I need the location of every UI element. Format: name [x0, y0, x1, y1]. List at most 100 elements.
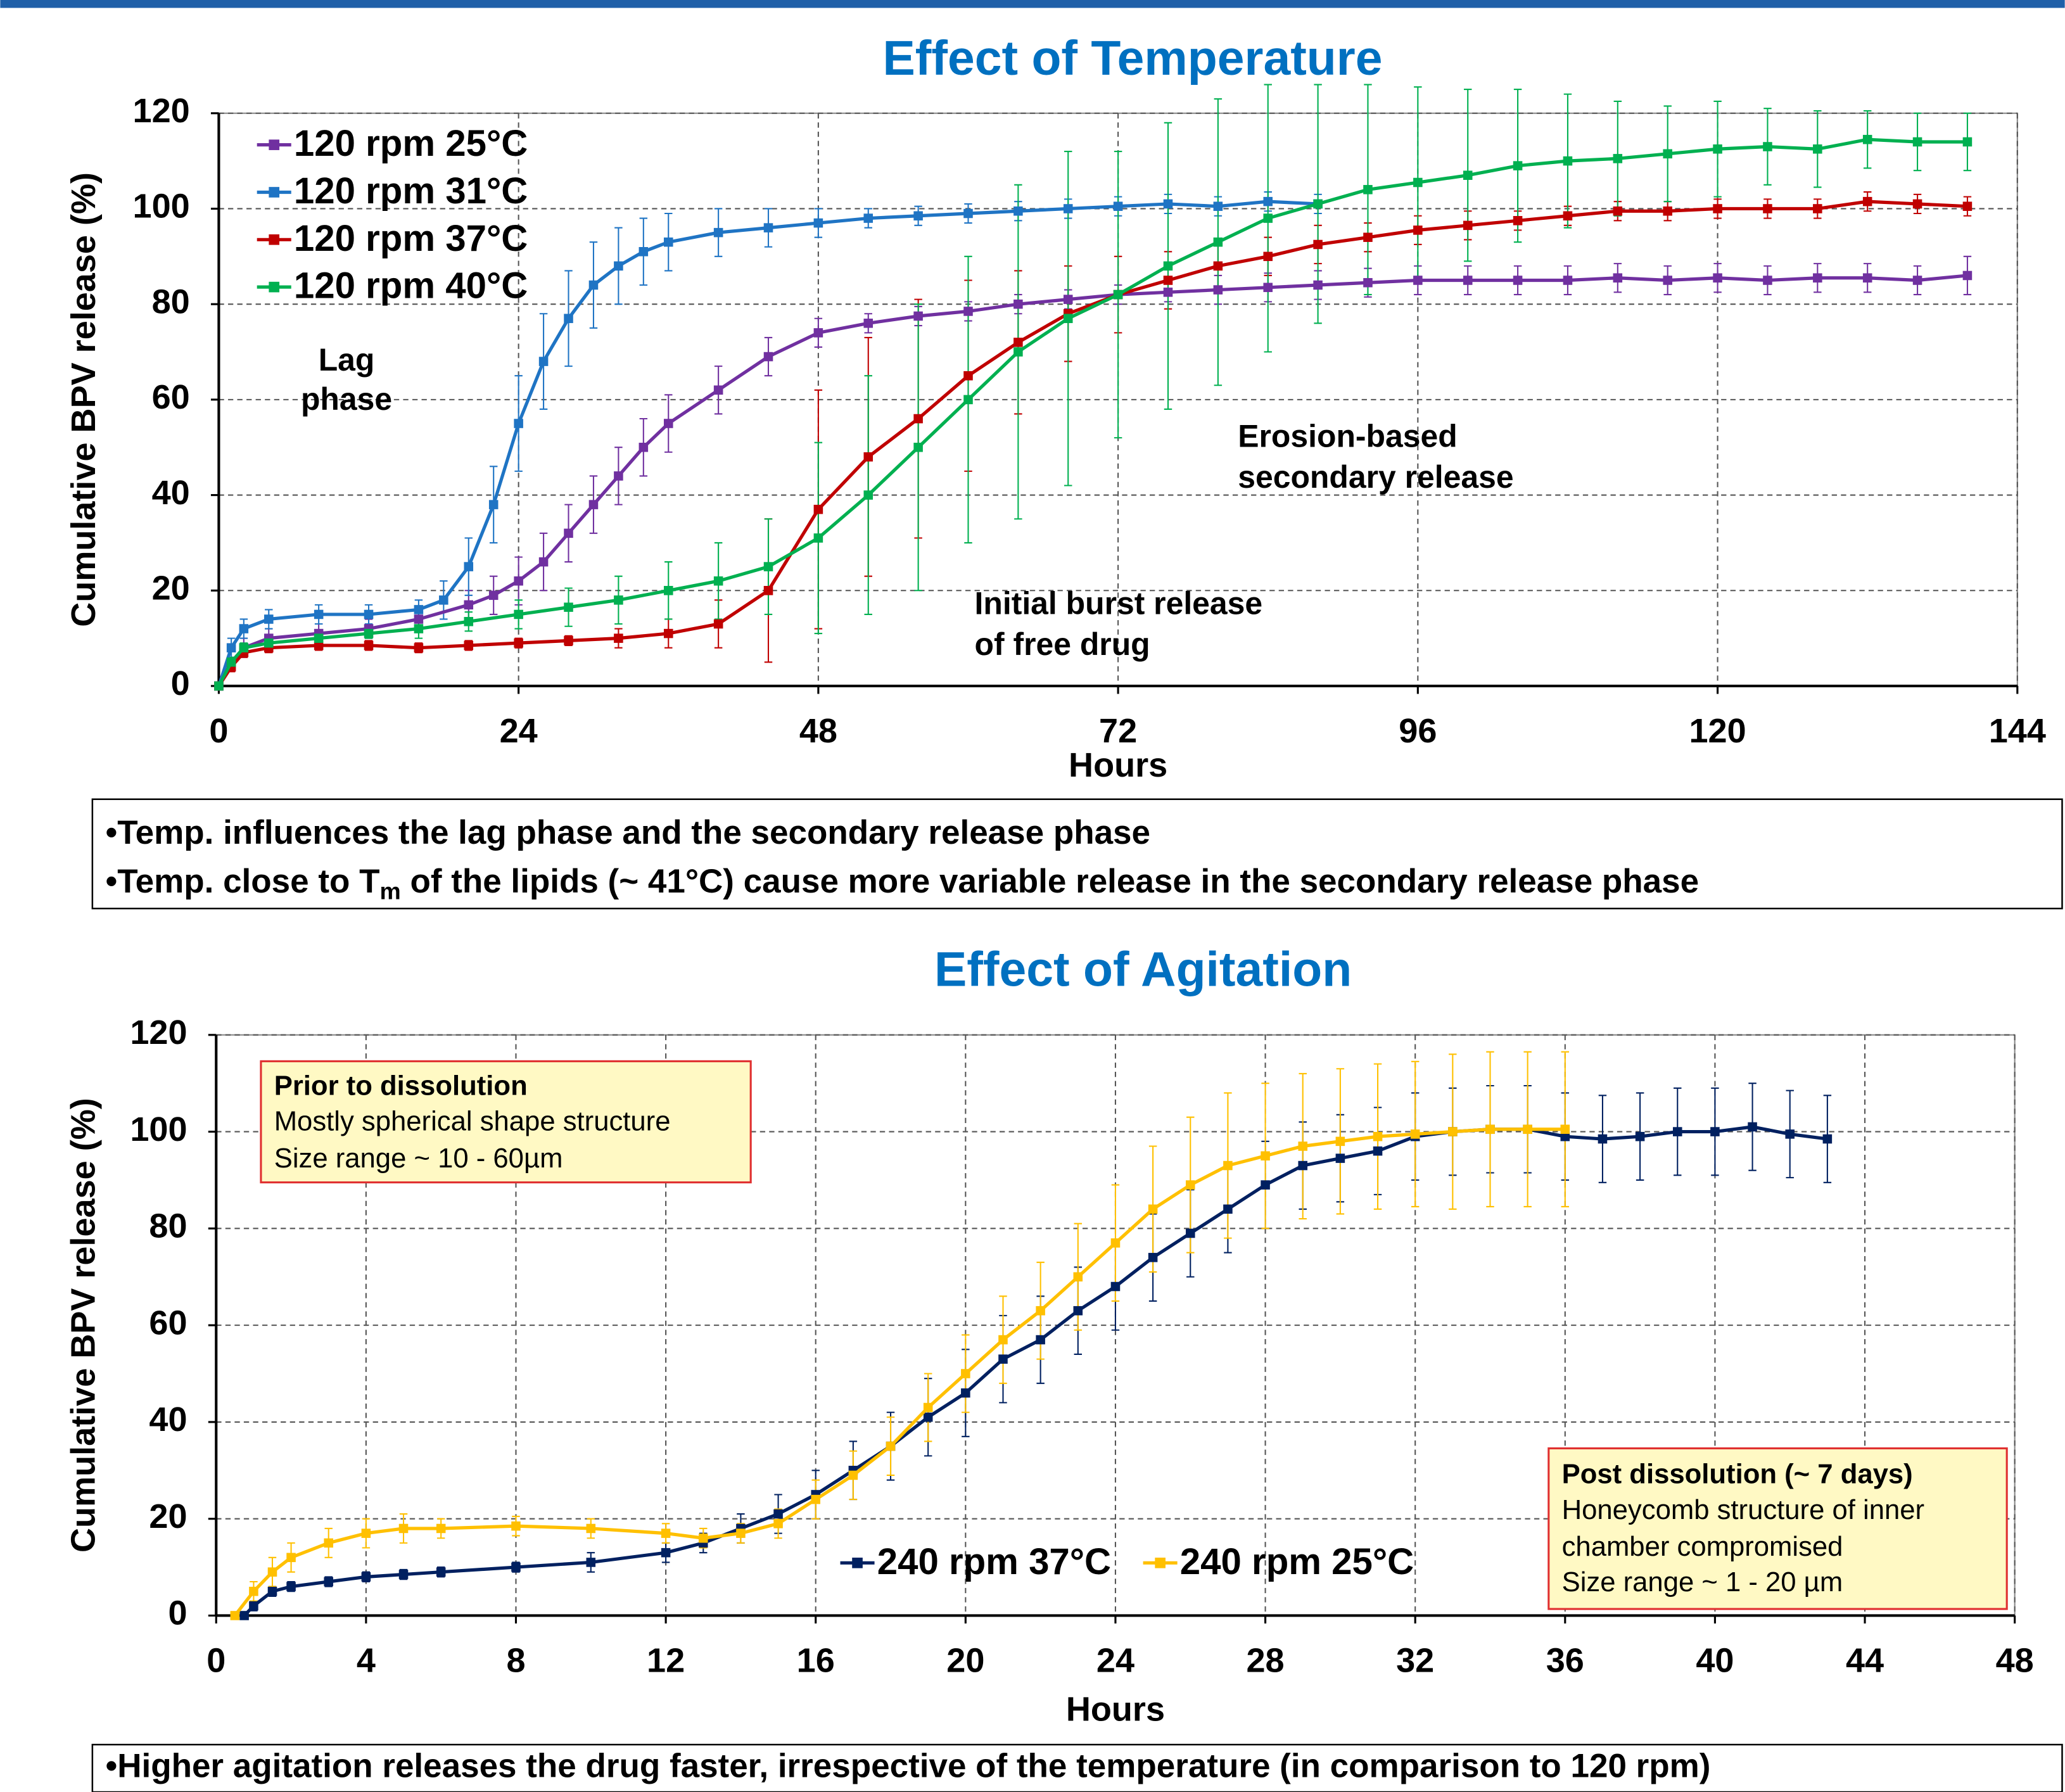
data-point — [414, 643, 424, 652]
annotation: Initial burst release — [975, 585, 1263, 621]
x-tick-label: 24 — [1096, 1642, 1134, 1680]
data-point — [324, 1577, 333, 1587]
note-segment: of the lipids (~ 41°C) cause more variab… — [401, 863, 1699, 900]
data-point — [267, 1586, 277, 1596]
data-point — [713, 385, 723, 395]
data-point — [1748, 1122, 1757, 1132]
data-point — [1063, 204, 1073, 213]
data-point — [514, 638, 523, 648]
note-box — [91, 798, 2063, 910]
y-tick-label: 60 — [152, 378, 190, 416]
data-point — [586, 1523, 596, 1534]
annotation-box — [260, 1060, 752, 1184]
data-point — [314, 609, 324, 620]
note-segment: •Temp. close to T — [106, 863, 380, 900]
y-axis-label: Cumulative BPV release (%) — [65, 1098, 103, 1553]
data-point — [1912, 276, 1922, 285]
data-point — [1785, 1129, 1795, 1139]
x-tick-label: 120 — [1689, 712, 1746, 750]
data-point — [639, 247, 649, 257]
series-line — [217, 274, 1968, 687]
data-point — [1113, 201, 1123, 211]
data-point — [1213, 237, 1223, 247]
data-point — [736, 1528, 746, 1538]
data-point — [239, 643, 249, 652]
data-point — [361, 1572, 371, 1582]
data-point — [464, 640, 474, 651]
annotation-box — [1547, 1447, 2008, 1610]
data-point — [239, 1611, 249, 1620]
data-point — [1013, 299, 1023, 309]
data-point — [1672, 1127, 1682, 1136]
data-point — [863, 319, 874, 328]
x-tick-label: 72 — [1099, 712, 1137, 750]
data-point — [398, 1523, 409, 1534]
data-point — [913, 211, 923, 221]
annotation: Prior to dissolution — [274, 1070, 528, 1101]
data-point — [1410, 1129, 1420, 1139]
data-point — [361, 1528, 371, 1538]
data-point — [663, 628, 673, 639]
data-point — [1313, 280, 1323, 290]
legend-label: 240 rpm 37°C — [877, 1541, 1111, 1582]
chart-title: Effect of Agitation — [934, 942, 1352, 996]
series-line — [243, 1125, 1828, 1617]
legend-label: 120 rpm 25°C — [294, 123, 528, 164]
data-point — [863, 452, 874, 462]
data-point — [436, 1567, 446, 1577]
x-axis-label: Hours — [1069, 746, 1167, 784]
data-point — [286, 1553, 296, 1563]
data-point — [1513, 161, 1523, 170]
data-point — [1413, 226, 1423, 235]
data-point — [464, 562, 474, 571]
data-point — [324, 1538, 333, 1548]
data-point — [1163, 276, 1173, 285]
data-point — [511, 1562, 521, 1572]
data-point — [1363, 277, 1373, 288]
data-point — [773, 1509, 783, 1519]
data-point — [264, 614, 274, 624]
data-point — [1298, 1141, 1307, 1151]
x-tick-label: 28 — [1247, 1642, 1285, 1680]
data-point — [1560, 1124, 1570, 1134]
data-point — [1185, 1228, 1195, 1238]
y-tick-label: 80 — [149, 1207, 187, 1245]
x-tick-label: 8 — [506, 1642, 525, 1680]
note-box — [91, 1743, 2063, 1792]
annotation: Size range ~ 10 - 60µm — [274, 1143, 563, 1174]
y-tick-label: 80 — [152, 283, 190, 321]
data-point — [1223, 1204, 1233, 1214]
data-point — [264, 638, 274, 648]
data-point — [230, 1611, 240, 1620]
data-point — [1263, 213, 1273, 223]
data-point — [1663, 149, 1672, 159]
data-point — [1163, 199, 1173, 209]
data-point — [1563, 276, 1573, 285]
data-point — [661, 1528, 671, 1538]
note-subscript: m — [379, 877, 400, 904]
data-point — [1223, 1160, 1233, 1171]
data-point — [1110, 1238, 1121, 1248]
y-axis-label: Cumulative BPV release (%) — [65, 172, 103, 627]
y-tick-label: 20 — [152, 569, 190, 607]
data-point — [661, 1547, 671, 1558]
x-tick-label: 0 — [206, 1642, 226, 1680]
y-tick-label: 0 — [171, 664, 190, 702]
data-point — [863, 213, 874, 223]
data-point — [614, 261, 623, 271]
data-point — [239, 624, 249, 633]
data-point — [1513, 276, 1523, 285]
data-point — [586, 1558, 596, 1567]
data-point — [1073, 1306, 1083, 1316]
data-point — [963, 208, 973, 219]
data-point — [1523, 1124, 1532, 1134]
data-point — [923, 1402, 933, 1413]
data-point — [414, 624, 424, 633]
data-point — [1413, 177, 1423, 187]
x-tick-label: 48 — [799, 712, 837, 750]
data-point — [1373, 1131, 1383, 1141]
data-point — [1263, 283, 1273, 293]
y-tick-label: 100 — [130, 1110, 187, 1148]
data-point — [923, 1412, 933, 1422]
